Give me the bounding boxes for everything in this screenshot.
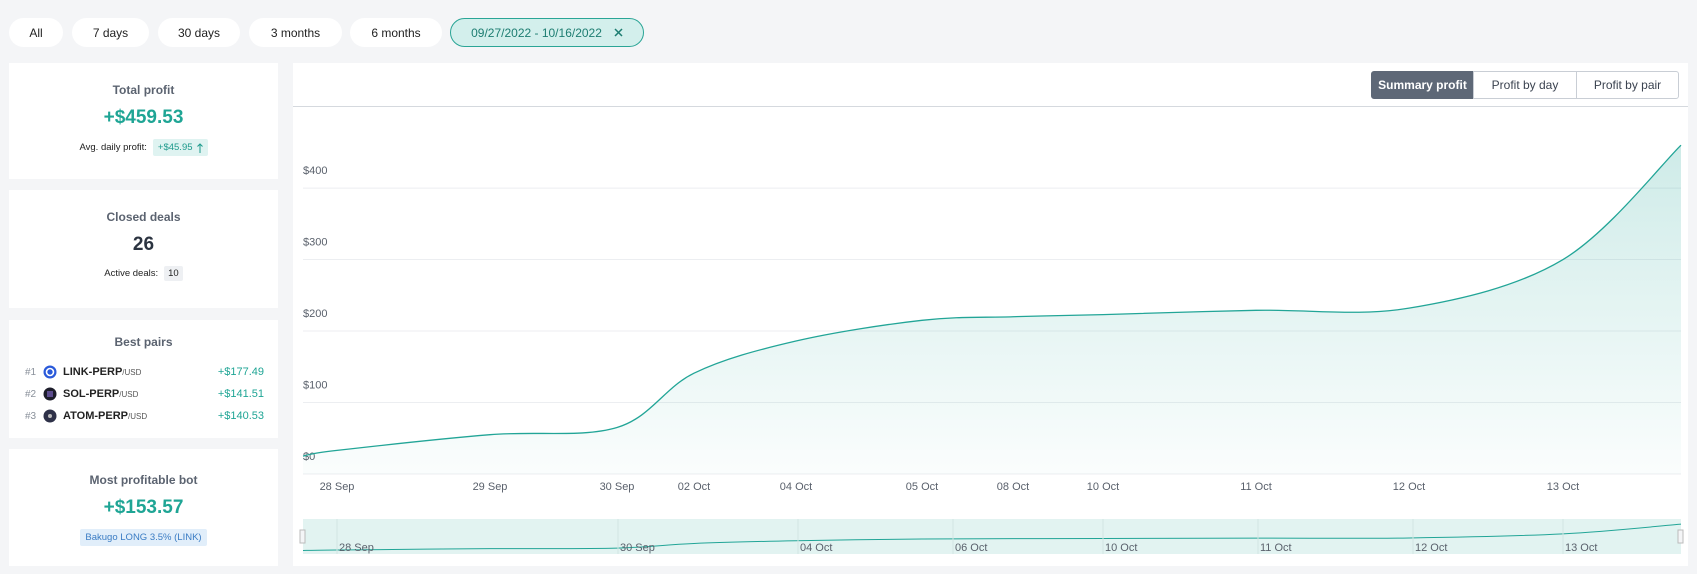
date-range-filter[interactable]: 09/27/2022 - 10/16/2022 [450,18,644,47]
avg-label: Avg. daily profit: [79,142,147,153]
area [303,145,1681,474]
pair-name: LINK-PERP [63,366,123,378]
clear-icon[interactable] [614,28,623,37]
total-profit-card: Total profit +$459.53 Avg. daily profit:… [9,63,278,179]
best-bot-card: Most profitable bot +$153.57 Bakugo LONG… [9,449,278,566]
pair-row: #2 SOL-PERP/USD +$141.51 [9,383,278,405]
pair-profit: +$177.49 [217,366,264,378]
card-value: +$459.53 [103,107,184,128]
y-tick-label: $300 [303,236,327,248]
x-tick-label: 10 Oct [1087,481,1119,493]
bot-name[interactable]: Bakugo LONG 3.5% (LINK) [80,529,207,546]
coin-icon [43,365,57,379]
pair-row: #3 ATOM-PERP/USD +$140.53 [9,405,278,427]
x-tick-label: 08 Oct [997,481,1029,493]
closed-deals-card: Closed deals 26 Active deals: 10 [9,190,278,308]
pair-quote: /USD [122,367,142,377]
divider [293,106,1688,107]
rank: #1 [25,366,37,378]
rank: #2 [25,388,37,400]
tab[interactable]: Profit by pair [1576,71,1679,99]
card-title: Best pairs [114,335,173,349]
filter-button[interactable]: All [9,18,63,47]
y-tick-label: $200 [303,308,327,320]
pair-row: #1 LINK-PERP/USD +$177.49 [9,361,278,383]
line [302,144,1682,457]
x-tick-label: 28 Sep [320,481,355,493]
filter-button[interactable]: 7 days [72,18,149,47]
avg-value: +$45.95 [157,142,193,153]
x-tick-label: 30 Sep [600,481,635,493]
navigator-handle [299,529,306,544]
x-tick-label: 29 Sep [473,481,508,493]
rank: #3 [25,410,37,422]
y-tick-label: $100 [303,379,327,391]
active-value: 10 [164,266,183,281]
navigator-label: 30 Sep [620,542,655,554]
tab[interactable]: Summary profit [1371,71,1474,99]
navigator-handle [1677,529,1684,544]
date-range-text: 09/27/2022 - 10/16/2022 [471,25,602,40]
pair-name: ATOM-PERP [63,410,128,422]
navigator-label: 11 Oct [1260,542,1292,554]
navigator-label: 06 Oct [955,542,987,554]
x-tick-label: 11 Oct [1240,481,1272,493]
card-title: Total profit [112,83,175,97]
card-title: Closed deals [106,210,181,224]
navigator-label: 04 Oct [800,542,832,554]
card-title: Most profitable bot [89,473,198,487]
active-label: Active deals: [104,268,159,279]
avg-badge: +$45.95 [152,139,208,156]
navigator-label: 28 Sep [339,542,374,554]
pair-profit: +$140.53 [217,410,264,422]
filter-button[interactable]: 6 months [350,18,442,47]
x-tick-label: 05 Oct [906,481,938,493]
y-tick-label: $400 [303,165,327,177]
card-value: +$153.57 [103,497,184,518]
navigator-label: 10 Oct [1105,542,1137,554]
best-pairs-card: Best pairs #1 LINK-PERP/USD +$177.49 #2 … [9,320,278,438]
coin-icon [43,387,57,401]
filter-button[interactable]: 3 months [249,18,342,47]
pair-quote: /USD [119,389,139,399]
up-arrow-icon [196,142,203,153]
card-value: 26 [132,234,155,255]
filter-button[interactable]: 30 days [158,18,240,47]
x-tick-label: 02 Oct [678,481,710,493]
coin-icon [43,409,57,423]
navigator-label: 13 Oct [1565,542,1597,554]
x-tick-label: 04 Oct [780,481,812,493]
pair-quote: /USD [128,411,148,421]
navigator-label: 12 Oct [1415,542,1447,554]
pair-name: SOL-PERP [63,388,120,400]
x-tick-label: 12 Oct [1393,481,1425,493]
pair-profit: +$141.51 [217,388,264,400]
navigator-line [302,523,1682,551]
x-tick-label: 13 Oct [1547,481,1579,493]
